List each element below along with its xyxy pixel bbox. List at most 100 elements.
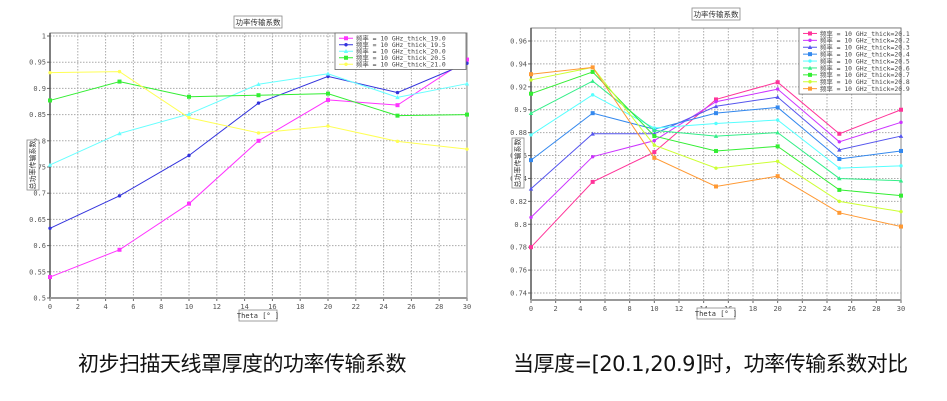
right-chart-data-marker bbox=[714, 100, 718, 104]
chart-left-svg: 0 2 4 6 8 10 12 14 16 18 20 22 24 26 28 300.50.550.60.6… bbox=[26, 15, 471, 322]
right-chart-data-marker bbox=[837, 140, 842, 144]
right-chart-data-marker bbox=[714, 184, 718, 189]
right-chart-data-marker bbox=[837, 166, 842, 170]
right-chart-data-marker bbox=[775, 87, 780, 91]
svg-text:频率 = 10 GHz_thick=20.1: 频率 = 10 GHz_thick=20.1 bbox=[820, 29, 910, 38]
left-chart-data-marker bbox=[256, 138, 261, 143]
left-chart-ytick-label: 0.8 bbox=[33, 137, 46, 145]
right-chart-ytick-label: 0.82 bbox=[510, 198, 527, 206]
right-chart-data-marker bbox=[590, 93, 595, 97]
left-chart-data-marker bbox=[395, 103, 400, 108]
left-chart-data-marker bbox=[256, 101, 261, 105]
svg-text:Theta [° ]: Theta [° ] bbox=[237, 312, 279, 320]
right-chart-ytick-label: 0.76 bbox=[510, 267, 527, 275]
right-chart-data-marker bbox=[775, 174, 780, 179]
right-chart-data-marker bbox=[775, 159, 780, 163]
right-chart-ytick-label: 0.78 bbox=[510, 244, 527, 252]
left-chart-data-marker bbox=[48, 70, 52, 75]
right-chart-xtick-label: 30 bbox=[897, 305, 905, 313]
left-chart-xtick-label: 0 bbox=[48, 303, 52, 311]
left-chart-ytick-label: 0.95 bbox=[29, 59, 46, 67]
chart-left: 0 2 4 6 8 10 12 14 16 18 20 22 24 26 28 30 0.5 0.55 0.6 0.6… bbox=[0, 0, 480, 330]
right-chart-data-marker bbox=[898, 178, 904, 183]
right-chart-data-marker bbox=[529, 215, 533, 220]
right-chart-title: 功率传输系数 bbox=[691, 7, 741, 21]
right-chart-data-marker bbox=[528, 186, 534, 191]
right-chart-data-marker bbox=[590, 69, 595, 74]
left-chart-data-marker bbox=[256, 131, 261, 135]
right-chart-legend-item: 频率 = 10 GHz_thick=20.4 bbox=[803, 49, 910, 58]
right-chart-data-marker bbox=[714, 148, 718, 153]
right-chart-data-marker bbox=[652, 128, 657, 133]
right-chart-data-marker bbox=[837, 156, 842, 161]
right-chart-data-marker bbox=[808, 72, 812, 77]
right-chart-ytick-label: 0.9 bbox=[514, 106, 527, 114]
right-chart-data-marker bbox=[837, 187, 842, 192]
left-chart-data-marker bbox=[187, 94, 191, 99]
right-chart-data-marker bbox=[714, 97, 718, 102]
chart-right-svg: 0246810121416182022242628300.740.760.780… bbox=[510, 7, 910, 320]
right-chart-data-marker bbox=[899, 148, 903, 153]
left-chart-data-marker bbox=[344, 62, 348, 66]
right-chart-data-marker bbox=[808, 86, 812, 91]
right-chart-data-marker bbox=[899, 164, 903, 168]
svg-text:频率 = 10 GHz_thick_21.0: 频率 = 10 GHz_thick_21.0 bbox=[356, 60, 446, 69]
right-chart-legend-item: 频率 = 10 GHz_thick=20.6 bbox=[803, 63, 910, 72]
right-chart-xtick-label: 26 bbox=[847, 305, 855, 313]
right-chart-data-marker bbox=[529, 91, 533, 96]
left-chart-xtick-label: 18 bbox=[296, 303, 304, 311]
left-chart-ytick-label: 0.65 bbox=[29, 216, 46, 224]
right-chart-legend-item: 频率 = 10 GHz_thick=20.1 bbox=[803, 29, 910, 38]
right-chart-data-marker bbox=[714, 111, 718, 116]
right-chart-data-marker bbox=[713, 133, 719, 138]
left-chart-xtick-label: 2 bbox=[76, 303, 80, 311]
right-chart-data-marker bbox=[590, 154, 595, 159]
left-chart-xtick-label: 24 bbox=[379, 303, 387, 311]
right-chart-data-marker bbox=[808, 31, 812, 36]
right-chart-data-marker bbox=[590, 131, 595, 136]
svg-text:总功率传输系数: 总功率传输系数 bbox=[513, 139, 522, 188]
svg-text:频率 = 10 GHz_thick=20.5: 频率 = 10 GHz_thick=20.5 bbox=[820, 56, 910, 65]
left-chart-data-marker bbox=[325, 71, 331, 76]
right-chart-data-marker bbox=[837, 131, 842, 136]
left-chart-data-marker bbox=[187, 153, 191, 158]
right-chart-data-marker bbox=[590, 179, 595, 184]
right-chart-data-marker bbox=[808, 52, 812, 57]
left-chart-data-marker bbox=[187, 116, 191, 120]
svg-text:功率传输系数: 功率传输系数 bbox=[694, 9, 739, 19]
left-chart-xtick-label: 8 bbox=[159, 303, 163, 311]
left-chart-ylabel: 总功率传输系数 bbox=[26, 139, 40, 191]
right-chart-ytick-label: 0.92 bbox=[510, 83, 527, 91]
right-chart-data-marker bbox=[808, 38, 812, 43]
left-chart-legend: 频率 = 10 GHz_thick_19.0频率 = 10 GHz_thick_… bbox=[334, 32, 467, 70]
right-chart-ytick-label: 0.96 bbox=[510, 38, 527, 46]
right-chart-data-marker bbox=[807, 65, 813, 70]
right-chart-data-marker bbox=[898, 133, 904, 138]
left-chart-data-marker bbox=[256, 93, 261, 98]
left-chart-data-marker bbox=[395, 95, 400, 100]
svg-text:频率 = 10 GHz_thick=20.6: 频率 = 10 GHz_thick=20.6 bbox=[820, 63, 910, 72]
right-chart-data-marker bbox=[652, 155, 657, 160]
right-chart-data-marker bbox=[807, 45, 813, 50]
right-chart-data-marker bbox=[590, 78, 595, 83]
left-chart-ytick-label: 0.85 bbox=[29, 111, 46, 119]
left-chart-ytick-label: 0.5 bbox=[33, 295, 46, 303]
svg-text:频率 = 10 GHz_thick=20.8: 频率 = 10 GHz_thick=20.8 bbox=[820, 77, 910, 86]
left-chart-xtick-label: 30 bbox=[463, 303, 471, 311]
left-chart-data-marker bbox=[465, 147, 469, 151]
left-chart-legend-item: 频率 = 10 GHz_thick_20.5 bbox=[339, 53, 446, 62]
right-chart-xlabel: Theta [° ] bbox=[695, 307, 737, 320]
right-chart-legend-item: 频率 = 10 GHz_thick=20.8 bbox=[803, 77, 910, 86]
left-chart-data-marker bbox=[256, 82, 261, 87]
caption-right: 当厚度=[20.1,20.9]时，功率传输系数对比 bbox=[513, 352, 908, 376]
svg-text:频率 = 10 GHz_thick=20.2: 频率 = 10 GHz_thick=20.2 bbox=[820, 36, 910, 45]
left-chart-data-marker bbox=[326, 91, 330, 96]
left-chart-plot-area bbox=[49, 32, 468, 299]
right-chart-data-marker bbox=[837, 176, 842, 181]
right-chart-data-marker bbox=[808, 59, 812, 63]
right-chart-data-marker bbox=[775, 130, 780, 135]
left-chart-xtick-label: 20 bbox=[324, 303, 332, 311]
right-chart-data-marker bbox=[899, 120, 903, 125]
left-chart-xtick-label: 12 bbox=[213, 303, 221, 311]
left-chart-data-marker bbox=[117, 79, 122, 84]
